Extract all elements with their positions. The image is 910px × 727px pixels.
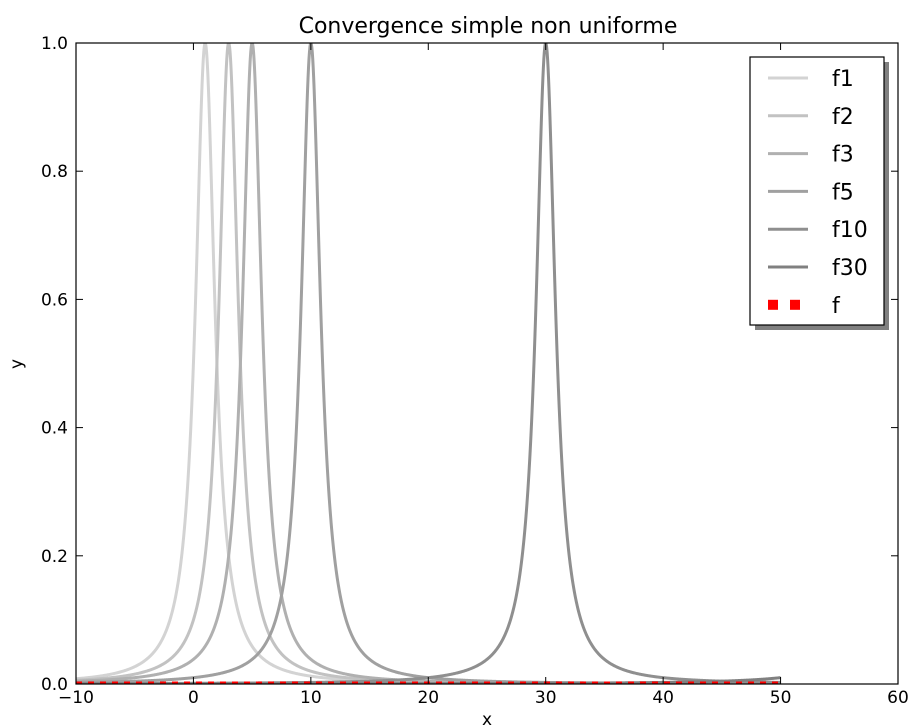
legend-label-f: f xyxy=(832,294,841,319)
y-axis-label: y xyxy=(7,359,27,369)
x-tick-label: 50 xyxy=(770,688,792,708)
chart-title: Convergence simple non uniforme xyxy=(299,14,678,39)
x-axis-label: x xyxy=(482,710,492,727)
y-tick-label: 0.6 xyxy=(41,290,68,310)
x-tick-label: 60 xyxy=(887,688,909,708)
legend-marker-f xyxy=(768,299,778,310)
plot-frame xyxy=(75,42,899,685)
x-tick-label: 20 xyxy=(417,688,439,708)
x-tick-label: −10 xyxy=(58,688,94,708)
x-axis-ticks: −10 0 10 20 30 40 50 60 xyxy=(58,43,909,708)
x-tick-label: 40 xyxy=(652,688,674,708)
legend-label-f5: f5 xyxy=(832,180,854,205)
x-tick-label: 30 xyxy=(535,688,557,708)
y-tick-label: 0.0 xyxy=(41,675,68,695)
legend: f1 f2 f3 f5 f10 f30 f xyxy=(749,56,889,330)
y-axis-ticks: 0.0 0.2 0.4 0.6 0.8 1.0 xyxy=(41,34,898,695)
y-tick-label: 0.8 xyxy=(41,162,68,182)
legend-label-f3: f3 xyxy=(832,143,854,168)
legend-label-f1: f1 xyxy=(832,67,854,92)
legend-label-f30: f30 xyxy=(832,256,868,281)
y-tick-label: 1.0 xyxy=(41,34,68,54)
legend-label-f2: f2 xyxy=(832,105,854,130)
legend-marker-f xyxy=(790,299,800,310)
x-tick-label: 10 xyxy=(300,688,322,708)
x-tick-label: 0 xyxy=(188,688,199,708)
legend-label-f10: f10 xyxy=(832,218,868,243)
y-tick-label: 0.4 xyxy=(41,419,68,439)
y-tick-label: 0.2 xyxy=(41,547,68,567)
